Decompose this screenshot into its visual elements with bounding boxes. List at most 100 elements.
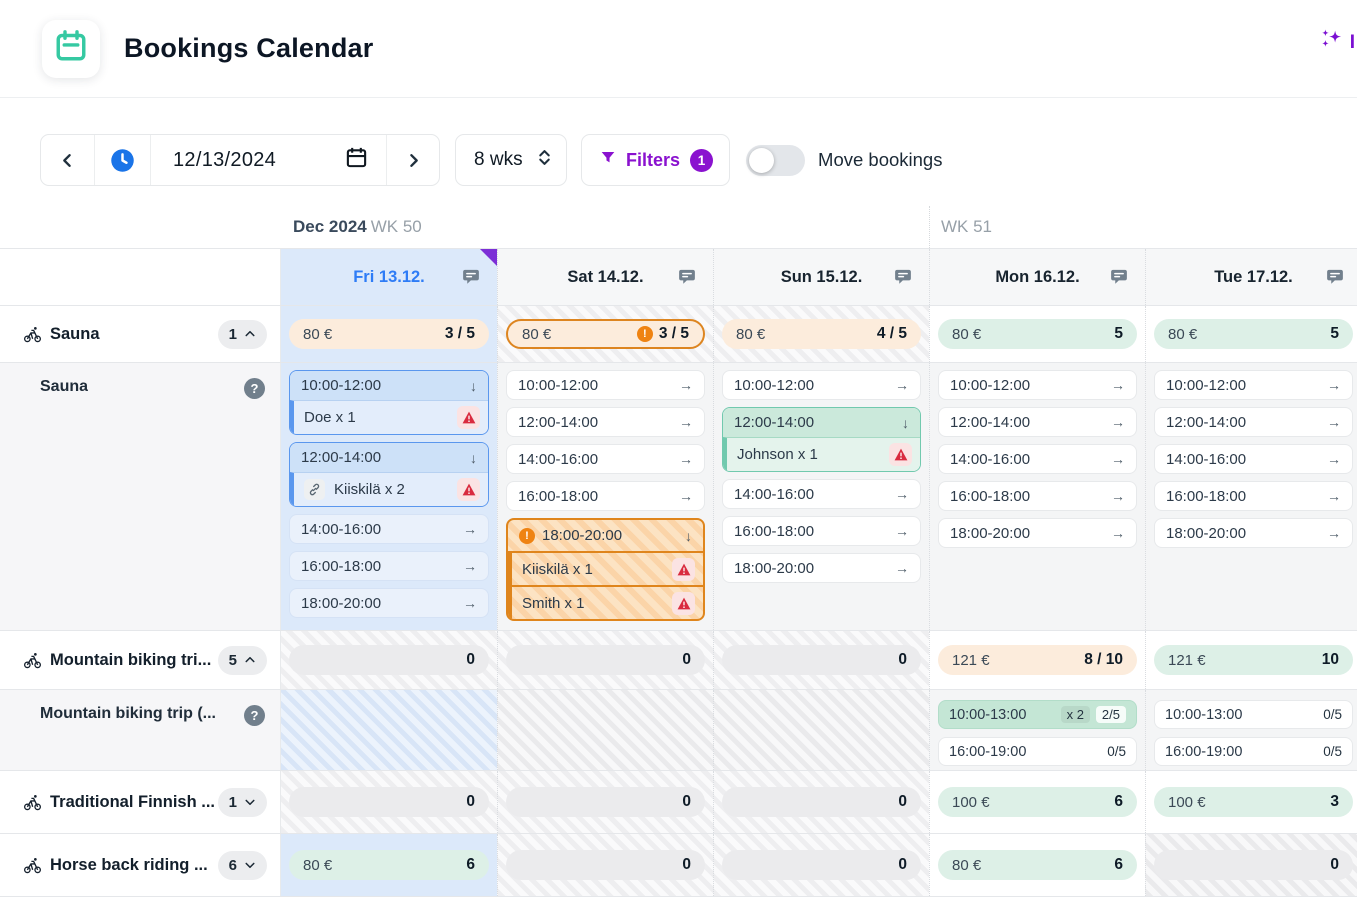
capacity-pill[interactable]: 0	[289, 645, 489, 675]
time-slot[interactable]: 16:00-18:00 →	[506, 481, 705, 511]
day-note-icon[interactable]	[678, 268, 696, 286]
day-note-icon[interactable]	[462, 268, 480, 286]
time-slot[interactable]: 12:00-14:00 →	[506, 407, 705, 437]
week-number: WK 50	[370, 217, 422, 236]
chevron-up-icon	[245, 330, 255, 337]
capacity-cell-sun: 0	[713, 771, 929, 833]
time-slot[interactable]: 14:00-16:00 →	[938, 444, 1137, 474]
booking-item[interactable]: Johnson x 1	[723, 437, 920, 471]
select-stepper-icon	[537, 149, 552, 171]
time-slot[interactable]: 16:00-19:00 0/5	[1154, 737, 1353, 766]
arrow-right-icon: →	[895, 486, 909, 502]
time-slot[interactable]: 12:00-14:00 →	[1154, 407, 1353, 437]
capacity-pill[interactable]: 0	[506, 850, 705, 880]
capacity-pill[interactable]: 121 € 10	[1154, 645, 1353, 675]
detail-label-sauna: Sauna ?	[0, 363, 281, 630]
group-label-horse-back-riding[interactable]: Horse back riding ... 6	[0, 834, 281, 896]
time-slot[interactable]: 10:00-12:00 →	[722, 370, 921, 400]
day-note-icon[interactable]	[1326, 268, 1344, 286]
next-week-button[interactable]	[386, 135, 439, 185]
time-slot[interactable]: 12:00-14:00 →	[938, 407, 1137, 437]
app-header: Bookings Calendar I	[0, 0, 1357, 97]
capacity-pill[interactable]: 80 € 5	[1154, 319, 1353, 349]
time-slot[interactable]: 18:00-20:00 →	[1154, 518, 1353, 548]
prev-week-button[interactable]	[41, 135, 94, 185]
page-title: Bookings Calendar	[124, 33, 374, 63]
capacity-pill[interactable]: 80 € 3 / 5	[289, 319, 489, 349]
time-slot[interactable]: 16:00-18:00 →	[938, 481, 1137, 511]
day-note-icon[interactable]	[894, 268, 912, 286]
capacity-pill[interactable]: 0	[722, 850, 921, 880]
capacity-pill[interactable]: 0	[289, 787, 489, 817]
group-collapse-badge[interactable]: 1	[217, 787, 267, 817]
capacity-pill[interactable]: 0	[1154, 850, 1353, 880]
capacity-pill[interactable]: 0	[722, 645, 921, 675]
capacity-pill[interactable]: 100 € 3	[1154, 787, 1353, 817]
time-slot[interactable]: 10:00-13:00 x 2 2/5	[938, 700, 1137, 729]
booking-item[interactable]: Kiiskilä x 2	[290, 472, 488, 506]
capacity-pill[interactable]: 100 € 6	[938, 787, 1137, 817]
multiplier-badge: x 2	[1060, 706, 1090, 723]
booking-item[interactable]: Smith x 1	[508, 585, 703, 619]
capacity-pill[interactable]: 80 € 6	[289, 850, 489, 880]
group-collapse-badge[interactable]: 1	[217, 319, 267, 349]
arrow-right-icon: →	[1327, 414, 1341, 430]
group-collapse-badge[interactable]: 6	[217, 850, 267, 880]
time-slot[interactable]: 18:00-20:00 →	[289, 588, 489, 618]
time-slot[interactable]: 10:00-12:00 →	[1154, 370, 1353, 400]
move-bookings-toggle[interactable]	[746, 144, 806, 176]
arrow-right-icon: →	[1327, 451, 1341, 467]
capacity-cell-mon: 80 € 6	[929, 834, 1145, 896]
arrow-right-icon: →	[1327, 377, 1341, 393]
capacity-pill[interactable]: 80 € 4 / 5	[722, 319, 921, 349]
day-note-icon[interactable]	[1110, 268, 1128, 286]
help-icon[interactable]: ?	[244, 378, 265, 399]
time-slot[interactable]: 14:00-16:00 →	[1154, 444, 1353, 474]
time-slot[interactable]: 16:00-18:00 →	[289, 551, 489, 581]
time-slot[interactable]: 16:00-18:00 →	[1154, 481, 1353, 511]
time-slot[interactable]: 18:00-20:00 →	[938, 518, 1137, 548]
booking-item[interactable]: Doe x 1	[290, 400, 488, 434]
capacity-pill[interactable]: 0	[506, 645, 705, 675]
time-slot[interactable]: 14:00-16:00 →	[722, 479, 921, 509]
filters-count-badge: 1	[690, 148, 714, 172]
ai-assistant-button[interactable]: I	[1318, 27, 1355, 59]
time-slot[interactable]: 18:00-20:00 →	[722, 553, 921, 583]
time-slot-group[interactable]: 10:00-12:00 ↓ Doe x 1	[289, 370, 489, 435]
date-picker-field[interactable]: 12/13/2024	[150, 135, 386, 185]
date-navigation: 12/13/2024	[40, 134, 440, 186]
capacity-pill-warning[interactable]: 80 € ! 3 / 5	[506, 319, 705, 349]
group-label-mountain-biking[interactable]: Mountain biking tri... 5	[0, 631, 281, 689]
time-slot-group[interactable]: 12:00-14:00 ↓ Johnson x 1	[722, 407, 921, 472]
range-select[interactable]: 8 wks	[455, 134, 567, 186]
filters-button[interactable]: Filters 1	[581, 134, 731, 186]
time-slot[interactable]: 16:00-18:00 →	[722, 516, 921, 546]
capacity-pill[interactable]: 0	[722, 787, 921, 817]
time-slot[interactable]: 10:00-12:00 →	[506, 370, 705, 400]
group-label-sauna[interactable]: Sauna 1	[0, 306, 281, 362]
group-label-traditional-finnish[interactable]: Traditional Finnish ... 1	[0, 771, 281, 833]
group-collapse-badge[interactable]: 5	[217, 645, 267, 675]
capacity-pill[interactable]: 80 € 5	[938, 319, 1137, 349]
range-value: 8 wks	[474, 149, 523, 170]
week-50-header: Dec 2024 WK 50	[281, 206, 929, 248]
time-slot[interactable]: 14:00-16:00 →	[506, 444, 705, 474]
clock-icon	[111, 148, 134, 172]
chevron-up-icon	[245, 656, 255, 663]
time-slot-group-overbooked[interactable]: ! 18:00-20:00 ↓ Kiiskilä x 1 Smith x 1	[506, 518, 705, 621]
capacity-badge: 2/5	[1095, 706, 1126, 723]
help-icon[interactable]: ?	[244, 705, 265, 726]
sparkles-icon	[1318, 27, 1345, 59]
time-slot-group[interactable]: 12:00-14:00 ↓ Kiiskilä x 2	[289, 442, 489, 507]
capacity-pill[interactable]: 0	[506, 787, 705, 817]
time-slot[interactable]: 16:00-19:00 0/5	[938, 737, 1137, 766]
linked-booking-icon	[304, 479, 325, 500]
time-slot[interactable]: 10:00-12:00 →	[938, 370, 1137, 400]
capacity-pill[interactable]: 121 € 8 / 10	[938, 645, 1137, 675]
booking-item[interactable]: Kiiskilä x 1	[508, 551, 703, 585]
capacity-pill[interactable]: 80 € 6	[938, 850, 1137, 880]
today-button[interactable]	[94, 135, 150, 185]
time-slot[interactable]: 10:00-13:00 0/5	[1154, 700, 1353, 729]
time-slot[interactable]: 14:00-16:00 →	[289, 514, 489, 544]
